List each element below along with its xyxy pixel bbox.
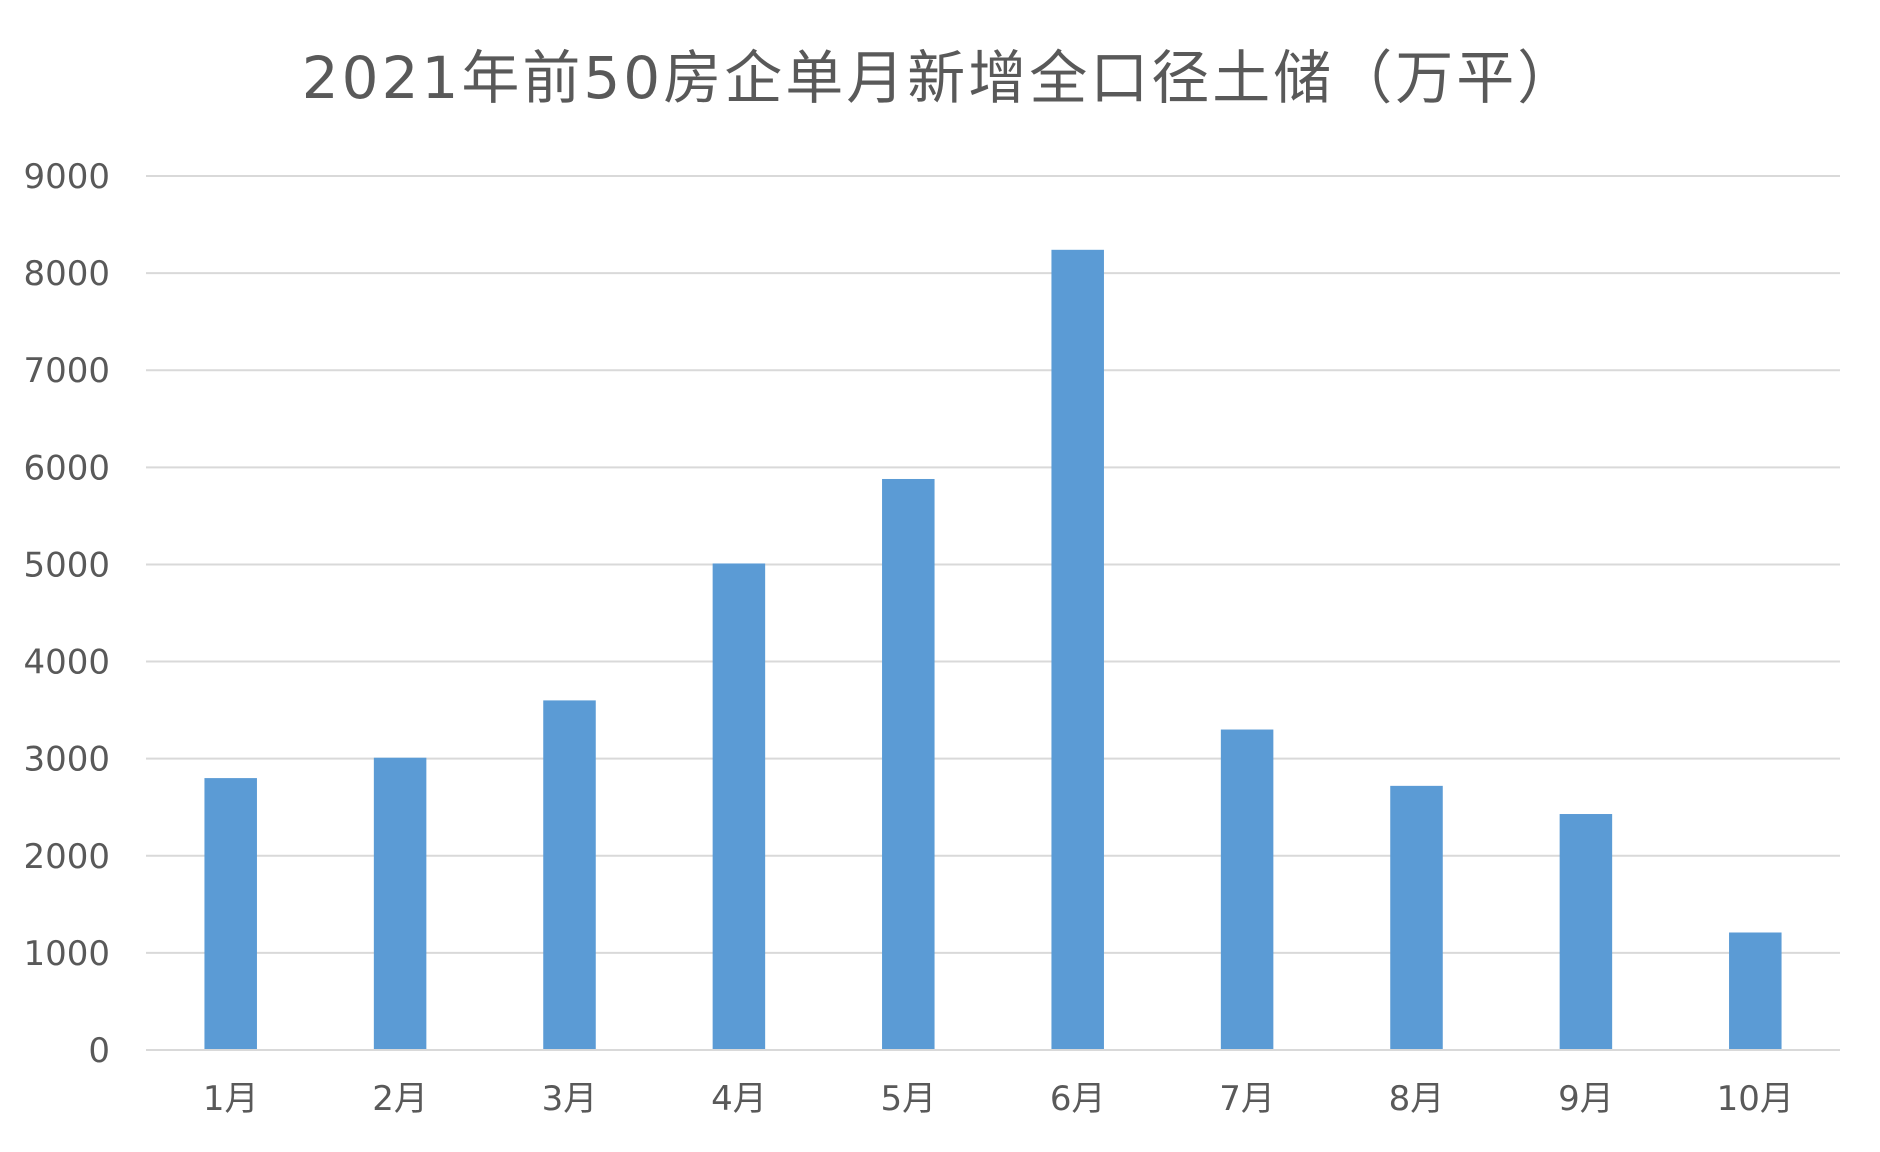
y-tick-label: 4000 xyxy=(23,643,110,683)
y-tick-label: 9000 xyxy=(23,157,110,197)
x-tick-label: 9月 xyxy=(1558,1079,1614,1119)
y-tick-label: 7000 xyxy=(23,351,110,391)
gridlines xyxy=(146,175,1840,1051)
y-tick-label: 6000 xyxy=(23,448,110,488)
x-tick-label: 1月 xyxy=(203,1079,259,1119)
y-tick-label: 5000 xyxy=(23,545,110,585)
bar-3 xyxy=(543,700,596,1050)
x-axis-tick-labels: 1月 2月 3月 4月 5月 6月 7月 8月 9月 10月 xyxy=(203,1079,1794,1119)
bar-6 xyxy=(1051,249,1104,1050)
bars xyxy=(146,249,1840,1051)
x-tick-label: 6月 xyxy=(1050,1079,1106,1119)
chart-title: 2021年前50房企单月新增全口径土储（万平） xyxy=(302,44,1578,112)
x-tick-label: 3月 xyxy=(542,1079,598,1119)
bar-9 xyxy=(1559,814,1613,1050)
x-tick-label: 7月 xyxy=(1219,1079,1275,1119)
y-tick-label: 2000 xyxy=(23,837,110,877)
bar-8 xyxy=(1390,785,1443,1050)
y-tick-label: 0 xyxy=(88,1031,110,1071)
bar-7 xyxy=(1220,729,1274,1050)
y-tick-label: 8000 xyxy=(23,254,110,294)
bar-4 xyxy=(712,563,766,1050)
y-tick-label: 1000 xyxy=(23,934,110,974)
bar-5 xyxy=(882,478,935,1050)
bar-2 xyxy=(373,757,427,1050)
x-tick-label: 5月 xyxy=(880,1079,936,1119)
x-tick-label: 8月 xyxy=(1389,1079,1445,1119)
y-axis-tick-labels: 0 1000 2000 3000 4000 5000 6000 7000 8000 9000 xyxy=(23,157,110,1071)
x-tick-label: 2月 xyxy=(372,1079,428,1119)
y-tick-label: 3000 xyxy=(23,740,110,780)
bar-10 xyxy=(1729,932,1782,1050)
x-tick-label: 4月 xyxy=(711,1079,767,1119)
bar-1 xyxy=(204,778,257,1050)
x-tick-label: 10月 xyxy=(1717,1079,1794,1119)
